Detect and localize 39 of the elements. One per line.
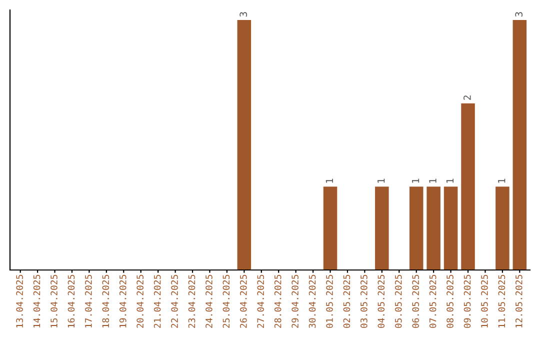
x-tick-label: 26.04.2025 [240, 274, 247, 328]
x-tick-label: 17.04.2025 [85, 274, 92, 328]
x-tick-label: 22.04.2025 [171, 274, 178, 328]
x-tick-label: 16.04.2025 [68, 274, 75, 328]
x-tick-label: 12.05.2025 [515, 274, 522, 328]
data-label: 3 [240, 12, 248, 17]
x-tick-label: 27.04.2025 [257, 274, 264, 328]
x-tick-label: 05.05.2025 [394, 274, 402, 328]
x-tick-label: 10.05.2025 [481, 274, 488, 328]
data-label: 1 [326, 178, 333, 183]
x-tick-label: 19.04.2025 [119, 274, 126, 328]
x-tick-label: 23.04.2025 [188, 274, 196, 328]
x-tick-label: 13.04.2025 [16, 274, 23, 328]
data-label: 3 [515, 12, 523, 17]
x-tick-label: 04.05.2025 [378, 274, 385, 328]
x-tick-label: 01.05.2025 [326, 274, 333, 328]
x-tick-label: 03.05.2025 [360, 274, 368, 328]
data-label: 1 [498, 178, 506, 183]
data-label: 1 [412, 178, 420, 183]
x-tick-label: 21.04.2025 [154, 274, 161, 328]
data-label: 1 [429, 178, 436, 183]
x-tick-label: 07.05.2025 [429, 274, 436, 328]
x-tick-label: 06.05.2025 [412, 274, 419, 328]
x-tick-label: 15.04.2025 [50, 274, 58, 328]
data-label: 2 [464, 96, 471, 100]
x-tick-label: 11.05.2025 [498, 274, 506, 328]
x-tick-label: 02.05.2025 [343, 274, 350, 328]
x-tick-label: 09.05.2025 [464, 274, 471, 328]
data-label: 1 [378, 178, 385, 183]
x-tick-label: 28.04.2025 [274, 274, 282, 328]
x-tick-label: 24.04.2025 [206, 274, 212, 328]
x-tick-label: 18.04.2025 [102, 274, 110, 328]
x-tick-label: 25.04.2025 [222, 274, 230, 328]
data-label: 1 [446, 178, 454, 183]
x-tick-label: 30.04.2025 [308, 274, 316, 328]
x-tick-label: 08.05.2025 [446, 274, 454, 328]
x-tick-label: 14.04.2025 [33, 274, 40, 328]
x-tick-label: 20.04.2025 [136, 274, 144, 328]
x-tick-label: 29.04.2025 [292, 274, 298, 328]
